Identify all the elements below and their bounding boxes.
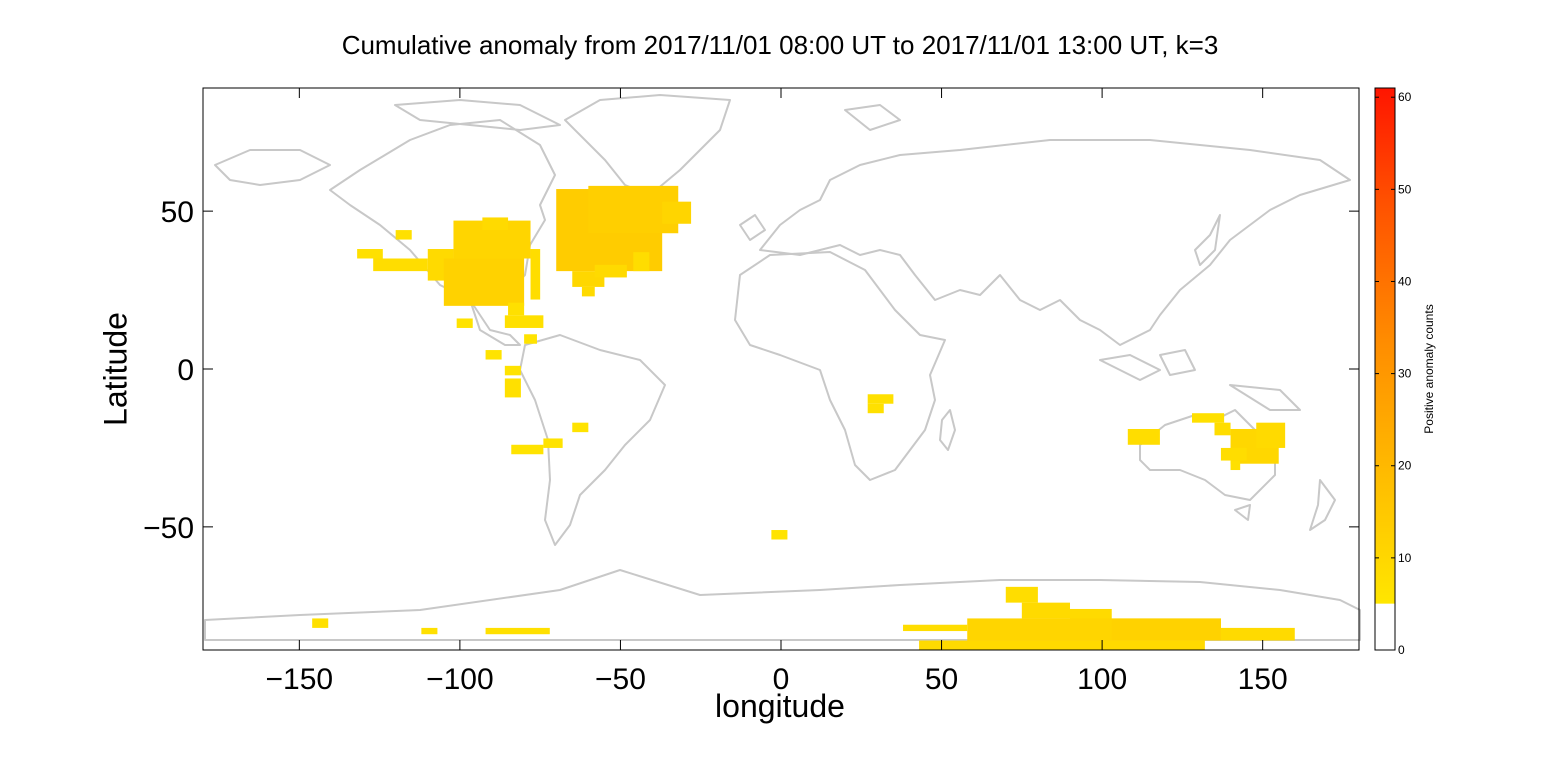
anomaly-cell-39 xyxy=(1111,618,1221,641)
y-tick-label: 0 xyxy=(177,354,194,387)
anomaly-cell-20 xyxy=(662,201,692,224)
x-tick-label: −100 xyxy=(426,663,494,696)
colorbar: 0 10 20 30 40 50 60 xyxy=(1374,87,1412,657)
anomaly-cell-14 xyxy=(504,378,521,398)
anomaly-cell-13 xyxy=(504,365,521,376)
anomaly-cell-40 xyxy=(1220,627,1295,641)
anomaly-cell-0 xyxy=(357,249,383,259)
anomaly-cell-32 xyxy=(1256,422,1286,448)
y-tick-label: −50 xyxy=(143,512,194,545)
anomaly-cell-26 xyxy=(867,403,884,414)
anomaly-cell-1 xyxy=(373,258,428,272)
anomaly-cell-12 xyxy=(485,350,502,360)
anomaly-cell-16 xyxy=(543,438,563,448)
anomaly-cell-22 xyxy=(581,286,595,297)
anomaly-cell-29 xyxy=(1192,413,1225,423)
colorbar-tick-label: 40 xyxy=(1398,274,1412,288)
anomaly-cell-43 xyxy=(312,618,329,628)
colorbar-tick-label: 10 xyxy=(1398,551,1412,565)
x-axis-label: longitude xyxy=(715,688,845,724)
anomaly-cell-42 xyxy=(919,640,1205,650)
colorbar-gradient xyxy=(1374,87,1396,651)
anomaly-cell-34 xyxy=(1230,460,1241,471)
x-tick-label: −150 xyxy=(266,663,334,696)
chart-title: Cumulative anomaly from 2017/11/01 08:00… xyxy=(341,30,1219,60)
world-coastlines xyxy=(204,94,1361,641)
plot-frame xyxy=(202,87,1360,651)
anomaly-cell-15 xyxy=(572,422,589,433)
anomaly-cell-41 xyxy=(903,624,968,632)
x-tick-label: 100 xyxy=(1077,663,1127,696)
x-tick-label: 0 xyxy=(773,663,790,696)
colorbar-tick-label: 60 xyxy=(1398,90,1412,104)
colorbar-tick-label: 50 xyxy=(1398,182,1412,196)
y-tick-label: 50 xyxy=(161,196,194,229)
x-tick-label: 50 xyxy=(925,663,958,696)
anomaly-cell-23 xyxy=(594,264,627,278)
anomaly-cell-30 xyxy=(1214,422,1231,436)
anomaly-cell-17 xyxy=(511,444,544,455)
anomaly-cell-10 xyxy=(524,334,537,344)
anomaly-cell-45 xyxy=(485,627,550,635)
anomaly-cells xyxy=(312,185,1295,650)
anomaly-cell-28 xyxy=(1127,428,1160,445)
colorbar-tick-label: 0 xyxy=(1398,643,1405,657)
anomaly-cell-35 xyxy=(1005,586,1038,603)
anomaly-cell-9 xyxy=(508,302,525,316)
x-tick-label: 150 xyxy=(1238,663,1288,696)
anomaly-cell-8 xyxy=(504,315,544,328)
anomaly-cell-36 xyxy=(1021,602,1070,619)
anomaly-cell-25 xyxy=(867,394,894,404)
anomaly-cell-27 xyxy=(771,530,788,540)
anomaly-cell-7 xyxy=(530,249,541,300)
colorbar-tick-label: 30 xyxy=(1398,367,1412,381)
colorbar-tick-label: 20 xyxy=(1398,459,1412,473)
x-tick-label: −50 xyxy=(595,663,646,696)
anomaly-cell-44 xyxy=(421,627,438,635)
anomaly-cell-2 xyxy=(395,230,412,240)
anomaly-cell-33 xyxy=(1220,447,1247,461)
anomaly-cell-5 xyxy=(443,258,525,306)
anomaly-cell-6 xyxy=(482,217,509,231)
anomaly-cell-11 xyxy=(456,318,473,328)
anomaly-cell-24 xyxy=(633,252,650,272)
